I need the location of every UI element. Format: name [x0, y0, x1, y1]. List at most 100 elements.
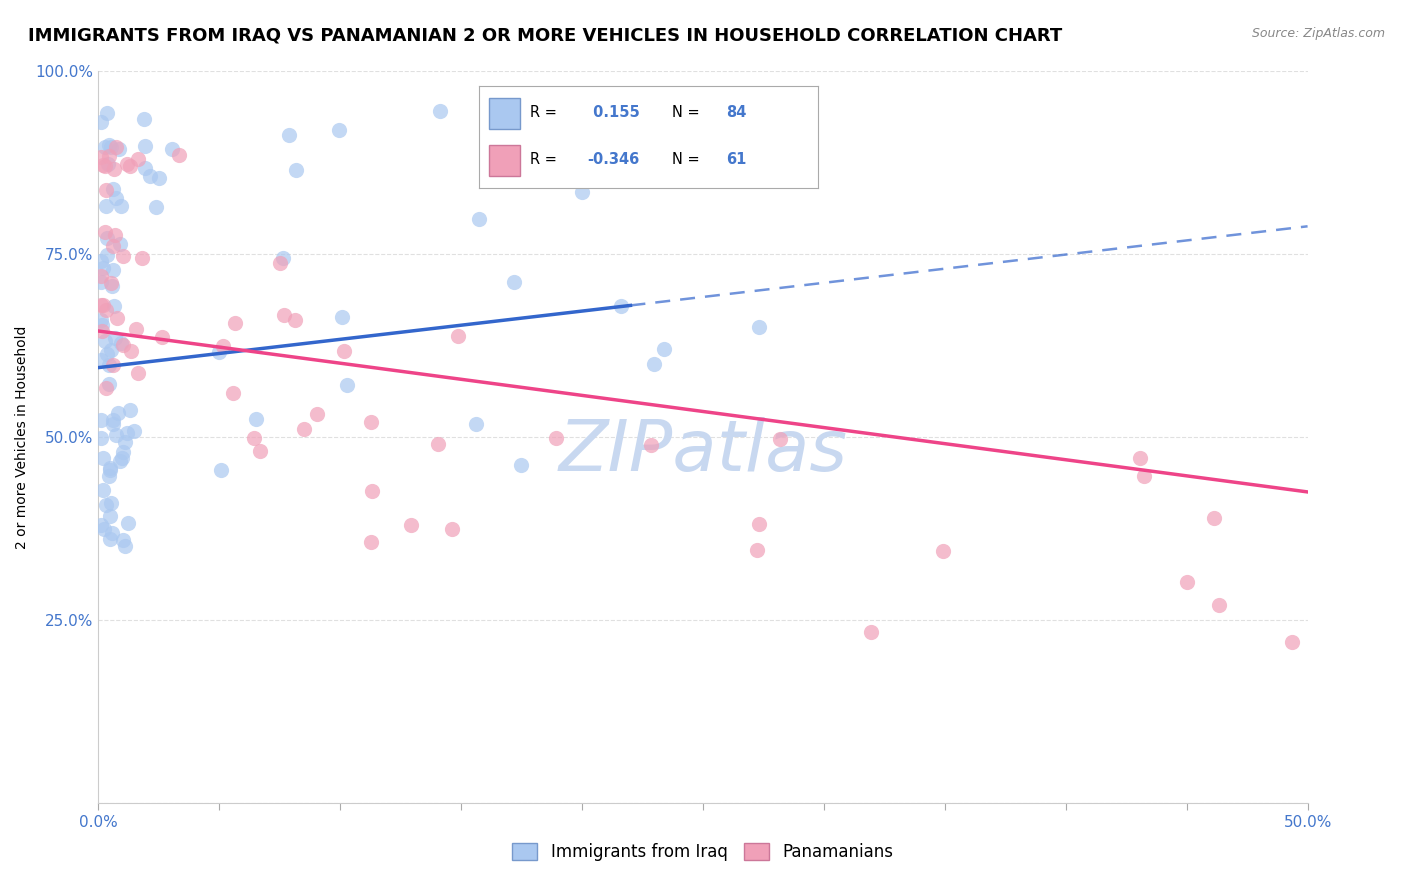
Text: IMMIGRANTS FROM IRAQ VS PANAMANIAN 2 OR MORE VEHICLES IN HOUSEHOLD CORRELATION C: IMMIGRANTS FROM IRAQ VS PANAMANIAN 2 OR … — [28, 27, 1063, 45]
Point — [103, 413, 125, 427]
Point — [271, 251, 294, 265]
Point — [91, 158, 114, 172]
Point — [94, 226, 117, 240]
Point — [118, 402, 141, 417]
Point — [104, 139, 127, 153]
Point — [427, 437, 450, 451]
Point — [571, 185, 593, 199]
Point — [360, 484, 382, 499]
Point — [103, 161, 125, 176]
Point — [120, 344, 142, 359]
Point — [91, 261, 114, 276]
Point — [110, 236, 132, 251]
Point — [169, 147, 191, 161]
Point — [117, 157, 139, 171]
Point — [96, 303, 118, 318]
Point — [546, 431, 568, 445]
Point — [100, 343, 122, 358]
Point — [90, 298, 112, 312]
Point — [96, 231, 118, 245]
Point — [145, 200, 167, 214]
Point — [127, 152, 149, 166]
Point — [94, 199, 117, 213]
Point — [502, 275, 524, 289]
Point — [90, 432, 112, 446]
Point — [101, 182, 124, 196]
Point — [90, 518, 112, 533]
Point — [440, 522, 463, 536]
Point — [110, 335, 132, 350]
Point — [134, 112, 156, 127]
Point — [91, 318, 114, 333]
Point — [1281, 635, 1303, 649]
Point — [90, 254, 112, 268]
Point — [1202, 511, 1225, 525]
Point — [104, 428, 127, 442]
Point — [94, 140, 117, 154]
Point — [111, 445, 134, 459]
Point — [93, 334, 115, 349]
Point — [465, 417, 488, 432]
Point — [98, 461, 121, 475]
Point — [97, 157, 120, 171]
Point — [336, 378, 359, 392]
Point — [90, 115, 112, 129]
Text: ZIPatlas: ZIPatlas — [558, 417, 848, 486]
Point — [98, 358, 121, 372]
Point — [114, 539, 136, 553]
Point — [115, 426, 138, 441]
Point — [98, 137, 121, 152]
Point — [748, 517, 770, 532]
Point — [105, 311, 128, 326]
Point — [101, 262, 124, 277]
Point — [1129, 451, 1152, 466]
Y-axis label: 2 or more Vehicles in Household: 2 or more Vehicles in Household — [14, 326, 28, 549]
Point — [104, 227, 127, 242]
Point — [93, 523, 115, 537]
Point — [162, 142, 184, 156]
Point — [131, 251, 153, 265]
Point — [330, 310, 353, 325]
Point — [307, 407, 329, 421]
Point — [640, 438, 662, 452]
Point — [245, 412, 267, 426]
Point — [103, 238, 125, 252]
Point — [114, 434, 136, 449]
Point — [94, 159, 117, 173]
Point — [284, 313, 307, 327]
Point — [769, 433, 792, 447]
Point — [100, 496, 122, 510]
Point — [399, 518, 422, 533]
Point — [101, 417, 124, 431]
Point — [860, 624, 883, 639]
Point — [90, 312, 112, 326]
Point — [209, 463, 232, 477]
Point — [97, 377, 120, 392]
Point — [103, 299, 125, 313]
Point — [249, 444, 271, 458]
Point — [273, 308, 295, 322]
Point — [643, 357, 665, 371]
Point — [277, 128, 299, 142]
Point — [447, 329, 470, 343]
Point — [101, 526, 124, 541]
Point — [120, 159, 142, 173]
Point — [108, 454, 131, 468]
Point — [127, 366, 149, 380]
Point — [100, 276, 122, 290]
Point — [91, 298, 114, 312]
Point — [111, 450, 134, 465]
Text: Source: ZipAtlas.com: Source: ZipAtlas.com — [1251, 27, 1385, 40]
Point — [745, 543, 768, 558]
Point — [96, 183, 118, 197]
Point — [148, 171, 170, 186]
Point — [98, 532, 121, 546]
Point — [360, 415, 382, 429]
Point — [269, 256, 291, 270]
Point — [98, 508, 121, 523]
Point — [134, 139, 156, 153]
Point — [91, 483, 114, 497]
Point — [93, 450, 115, 465]
Point — [748, 320, 770, 334]
Point — [224, 316, 246, 330]
